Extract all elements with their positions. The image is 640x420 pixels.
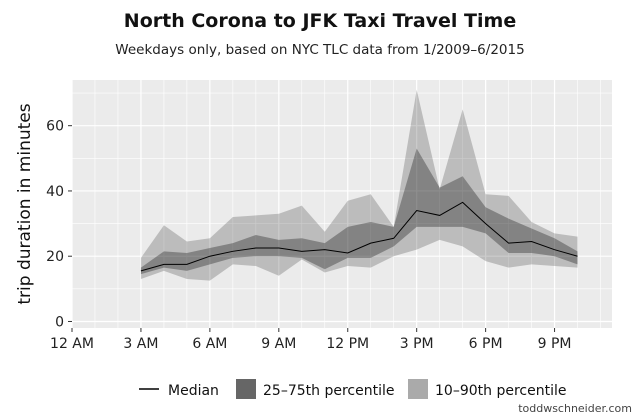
band-10-90-percentile <box>140 89 578 281</box>
x-tick-label: 6 PM <box>469 336 503 352</box>
y-tick-label: 60 <box>46 119 64 135</box>
legend-iqr-key <box>236 379 256 399</box>
chart-subtitle: Weekdays only, based on NYC TLC data fro… <box>115 42 525 58</box>
y-tick-label: 20 <box>46 249 64 265</box>
x-tick-label: 6 AM <box>192 336 227 352</box>
legend: Median 25–75th percentile 10–90th percen… <box>139 379 566 399</box>
legend-p1090-label: 10–90th percentile <box>435 383 566 399</box>
band-25-75-percentile <box>140 148 578 275</box>
median-line <box>140 201 578 272</box>
percentile-bands <box>140 89 578 281</box>
median-layer <box>140 201 578 272</box>
x-tick-label: 3 AM <box>123 336 158 352</box>
x-tick-label: 3 PM <box>400 336 434 352</box>
plot-background <box>72 80 612 328</box>
grid-lines <box>71 80 612 328</box>
y-tick-label: 40 <box>46 184 64 200</box>
credit-text: toddwschneider.com <box>518 402 632 415</box>
legend-median-label: Median <box>168 383 219 399</box>
axes: 0 20 40 60 12 AM 3 AM 6 AM 9 AM 12 PM 3 PM 6 PM 9 P… <box>46 119 571 352</box>
x-tick-label: 12 AM <box>50 336 94 352</box>
chart-title: North Corona to JFK Taxi Travel Time <box>123 10 517 32</box>
x-tick-label: 9 AM <box>261 336 296 352</box>
x-tick-label: 12 PM <box>326 336 369 352</box>
x-tick-label: 9 PM <box>538 336 572 352</box>
legend-p1090-key <box>408 379 428 399</box>
y-axis-label: trip duration in minutes <box>15 103 35 304</box>
legend-iqr-label: 25–75th percentile <box>263 383 394 399</box>
y-tick-label: 0 <box>55 314 64 330</box>
